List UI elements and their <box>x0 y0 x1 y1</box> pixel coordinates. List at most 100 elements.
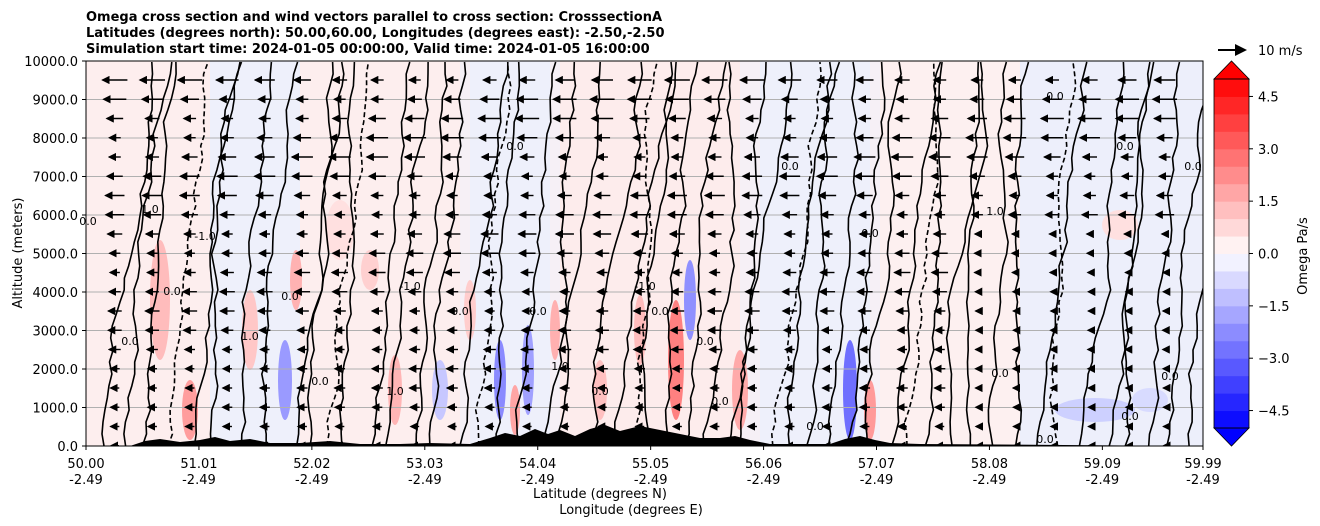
colorbar-extend-max <box>1213 60 1250 80</box>
colorbar-segment <box>1214 358 1249 377</box>
x-tick-label-lat: 50.00 <box>67 457 104 472</box>
colorbar-tick-label: 1.5 <box>1258 195 1279 210</box>
colorbar-tick-label: 3.0 <box>1258 143 1279 158</box>
quiver-key: 10 m/s <box>1218 44 1303 59</box>
contour-line <box>864 61 902 446</box>
x-tick-label-lat: 59.09 <box>1084 457 1121 472</box>
contour-line <box>1036 61 1088 446</box>
contour-line <box>141 61 177 446</box>
contour-line <box>474 61 512 446</box>
x-tick-label-lat: 51.01 <box>180 457 217 472</box>
contour-line <box>123 61 173 446</box>
y-axis-label: Altitude (meters) <box>11 198 26 309</box>
colorbar-tick-label: −3.0 <box>1258 352 1290 367</box>
colorbar-segment <box>1214 305 1249 324</box>
colorbar-segment <box>1214 323 1249 342</box>
colorbar: 4.5 3.0 1.5 0.0 −1.5 −3.0 −4.5 <box>1213 60 1290 447</box>
omega-cell <box>326 200 354 260</box>
contour-line <box>613 61 674 446</box>
x-tick-label-lon: -2.49 <box>408 473 442 488</box>
y-tick-label: 5000.0 <box>33 248 79 263</box>
contour-label: 0.0 <box>451 305 469 318</box>
colorbar-segment <box>1214 166 1249 185</box>
omega-cell <box>278 340 292 420</box>
y-tick-label: 0.0 <box>57 440 78 455</box>
colorbar-tick-label: 4.5 <box>1258 90 1279 105</box>
contour-label: 0.0 <box>591 385 609 398</box>
terrain <box>86 425 1203 446</box>
contour-line <box>260 61 299 446</box>
colorbar-segment <box>1214 96 1249 115</box>
contour-line <box>1049 61 1077 446</box>
colorbar-segment <box>1214 375 1249 394</box>
contour-line <box>544 61 601 446</box>
y-tick-label: 9000.0 <box>33 94 79 109</box>
x-tick-label-lat: 58.08 <box>971 457 1008 472</box>
colorbar-segment <box>1214 113 1249 132</box>
contour-line <box>295 61 334 446</box>
contour-line <box>338 61 356 446</box>
contour-label: 0.0 <box>806 420 824 433</box>
contour-line <box>702 61 736 446</box>
contour-label: 0.0 <box>121 335 139 348</box>
contour-line <box>209 61 241 446</box>
omega-cell <box>361 250 379 290</box>
x-axis: 50.00-2.4951.01-2.4952.02-2.4953.03-2.49… <box>67 446 1222 488</box>
x-tick-label-lon: -2.49 <box>182 473 216 488</box>
contour-line <box>786 61 841 446</box>
contour-line <box>1166 103 1203 446</box>
contour-label: 1.0 <box>241 330 259 343</box>
colorbar-segment <box>1214 148 1249 167</box>
x-tick-label-lon: -2.49 <box>973 473 1007 488</box>
contour-line <box>1078 61 1125 446</box>
colorbar-segment <box>1214 253 1249 272</box>
contour-label: 0.0 <box>1121 410 1139 423</box>
colorbar-tick-label: 0.0 <box>1258 248 1279 263</box>
contour-label: 0.0 <box>529 305 547 318</box>
contour-label: 0.0 <box>79 215 97 228</box>
y-tick-label: 2000.0 <box>33 363 79 378</box>
contour-label: 0.0 <box>1184 160 1202 173</box>
contour-label: 0.0 <box>311 375 329 388</box>
contour-label: 0.0 <box>781 160 799 173</box>
omega-cell <box>684 260 696 340</box>
contour-label: -1.0 <box>194 230 215 243</box>
colorbar-segment <box>1214 201 1249 220</box>
y-tick-label: 4000.0 <box>33 286 79 301</box>
colorbar-extend-min <box>1213 427 1250 447</box>
colorbar-label: Omega Pa/s <box>1296 217 1311 295</box>
contour-line <box>193 61 243 446</box>
x-tick-label-lon: -2.49 <box>747 473 781 488</box>
x-tick-label-lon: -2.49 <box>1186 473 1220 488</box>
colorbar-segment <box>1214 270 1249 289</box>
omega-cell <box>522 325 534 415</box>
contour-line <box>1124 61 1155 446</box>
x-tick-label-lat: 54.04 <box>519 457 556 472</box>
contour-line <box>684 61 727 446</box>
colorbar-segment <box>1214 340 1249 359</box>
omega-cell <box>150 240 170 360</box>
x-tick-label-lon: -2.49 <box>69 473 103 488</box>
x-axis-label-lon: Longitude (degrees E) <box>559 503 703 518</box>
contour-label: 1.0 <box>986 205 1004 218</box>
contour-line <box>101 61 154 446</box>
y-tick-label: 6000.0 <box>33 209 79 224</box>
quiver-key-label: 10 m/s <box>1258 44 1303 59</box>
contour-line <box>495 61 521 446</box>
colorbar-segment <box>1214 288 1249 307</box>
y-tick-label: 3000.0 <box>33 325 79 340</box>
contour-line <box>891 61 942 446</box>
colorbar-segment <box>1214 236 1249 254</box>
contour-line <box>306 61 345 446</box>
contour-line <box>945 61 989 446</box>
contour-label: 0.0 <box>651 305 669 318</box>
contour-line <box>728 61 793 446</box>
contour-label: 0.0 <box>1161 370 1179 383</box>
contour-label: 0.0 <box>1036 433 1054 446</box>
x-tick-label-lat: 55.05 <box>632 457 669 472</box>
contour-line <box>770 61 822 446</box>
x-tick-label-lat: 52.02 <box>293 457 330 472</box>
contour-label: 0.0 <box>711 395 729 408</box>
contour-line <box>827 61 860 446</box>
